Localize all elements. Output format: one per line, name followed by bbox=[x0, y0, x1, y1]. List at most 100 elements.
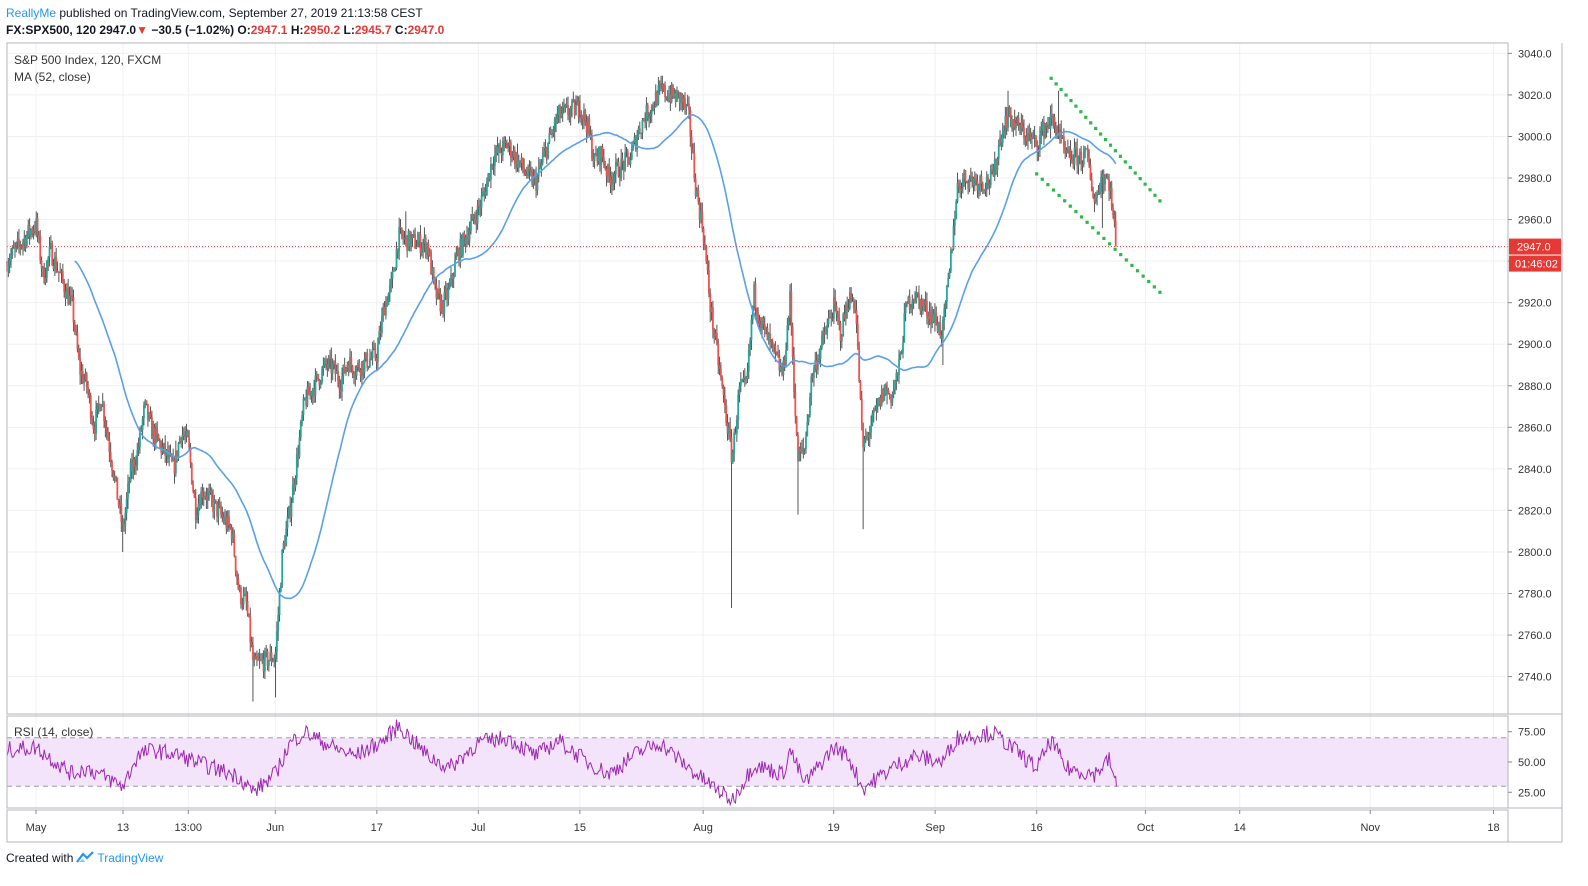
candle bbox=[979, 174, 982, 196]
candle bbox=[858, 341, 861, 383]
candle bbox=[835, 301, 838, 322]
candle bbox=[523, 158, 526, 177]
published-text: published on TradingView.com, September … bbox=[59, 6, 423, 20]
candle bbox=[568, 108, 571, 123]
candle bbox=[474, 211, 476, 225]
candle-body bbox=[987, 177, 989, 185]
candle-body bbox=[297, 454, 300, 458]
rsi-tick-label: 25.00 bbox=[1518, 787, 1546, 799]
candle bbox=[190, 462, 193, 485]
candle bbox=[1064, 140, 1067, 160]
candle-body bbox=[591, 135, 593, 159]
candle-body bbox=[446, 289, 448, 299]
candle bbox=[313, 379, 315, 404]
candle bbox=[1012, 119, 1015, 137]
channel-dot bbox=[1079, 110, 1083, 114]
candle bbox=[629, 152, 632, 168]
down-arrow-icon: ▼ bbox=[136, 23, 148, 37]
time-tick-label: 16 bbox=[1031, 822, 1043, 834]
candle bbox=[705, 244, 708, 265]
candle bbox=[862, 422, 865, 530]
candle-body bbox=[1109, 187, 1112, 192]
candle bbox=[63, 278, 66, 298]
candle bbox=[842, 312, 845, 337]
candle-body bbox=[293, 484, 296, 488]
candle bbox=[746, 362, 749, 383]
candle bbox=[302, 394, 305, 421]
candle-body bbox=[527, 166, 530, 176]
candle bbox=[602, 149, 605, 169]
channel-dot bbox=[1049, 76, 1053, 80]
tradingview-brand[interactable]: TradingView bbox=[97, 851, 164, 865]
candle bbox=[656, 90, 658, 107]
candle bbox=[1094, 191, 1097, 204]
candle-body bbox=[963, 170, 966, 180]
candle-body bbox=[76, 332, 79, 349]
candle bbox=[552, 125, 555, 138]
candle bbox=[27, 219, 30, 240]
candle bbox=[463, 230, 466, 247]
candle-body bbox=[730, 437, 733, 463]
candle-body bbox=[278, 592, 281, 616]
publisher-name[interactable]: ReallyMe bbox=[6, 6, 57, 20]
time-axis[interactable]: May 13 13:00 Jun 17 Jul 15 Aug 19 Sep 16 Oct 14 Nov 18 bbox=[26, 810, 1500, 834]
candle-body bbox=[981, 183, 984, 190]
candle-body bbox=[1078, 151, 1081, 156]
candle bbox=[564, 103, 567, 113]
candle-body bbox=[827, 318, 830, 325]
candle-body bbox=[322, 365, 325, 369]
candle-body bbox=[495, 147, 498, 155]
candle-body bbox=[979, 176, 982, 186]
candle-body bbox=[898, 358, 900, 376]
candle bbox=[234, 555, 237, 577]
candle bbox=[971, 171, 974, 188]
candle bbox=[410, 231, 413, 252]
rsi-tick-label: 75.00 bbox=[1518, 727, 1546, 739]
candle-body bbox=[674, 93, 677, 102]
candle-body bbox=[338, 381, 341, 390]
candle bbox=[1061, 135, 1064, 139]
candle bbox=[267, 659, 270, 672]
candle bbox=[65, 283, 68, 300]
candle-body bbox=[135, 464, 137, 467]
candle bbox=[888, 392, 891, 400]
candle bbox=[8, 253, 11, 274]
candle-body bbox=[60, 270, 63, 273]
candle bbox=[1090, 172, 1093, 192]
candle-body bbox=[577, 100, 580, 118]
candle-body bbox=[463, 233, 466, 238]
candle-body bbox=[212, 498, 214, 512]
candle bbox=[730, 429, 733, 609]
channel-dot bbox=[1158, 290, 1162, 294]
candle-body bbox=[313, 389, 315, 396]
candle-body bbox=[478, 205, 480, 207]
candle-body bbox=[910, 306, 912, 310]
candle-body bbox=[158, 440, 161, 443]
candle-body bbox=[704, 243, 706, 247]
candle bbox=[791, 322, 794, 365]
candle-body bbox=[450, 274, 452, 285]
candle bbox=[131, 452, 133, 479]
time-tick-label: Jul bbox=[471, 822, 485, 834]
candle bbox=[104, 416, 107, 438]
footer: Created with TradingView bbox=[6, 850, 163, 867]
publish-info: ReallyMe published on TradingView.com, S… bbox=[6, 5, 423, 21]
channel-dot bbox=[1054, 82, 1058, 86]
candle-body bbox=[715, 333, 718, 344]
candle-body bbox=[476, 205, 479, 224]
price-axis[interactable]: 2740.02760.02780.02800.02820.02840.02860… bbox=[1508, 48, 1552, 684]
candle bbox=[450, 266, 452, 287]
candle bbox=[681, 93, 684, 112]
candle bbox=[241, 597, 244, 611]
candle-body bbox=[388, 284, 391, 294]
candle-body bbox=[1064, 147, 1067, 151]
candle-body bbox=[737, 394, 740, 420]
candle-body bbox=[109, 452, 112, 462]
candle bbox=[871, 410, 874, 427]
candle bbox=[407, 228, 410, 251]
candle bbox=[472, 213, 475, 225]
channel-lines[interactable] bbox=[1035, 76, 1162, 294]
candle bbox=[712, 300, 714, 339]
